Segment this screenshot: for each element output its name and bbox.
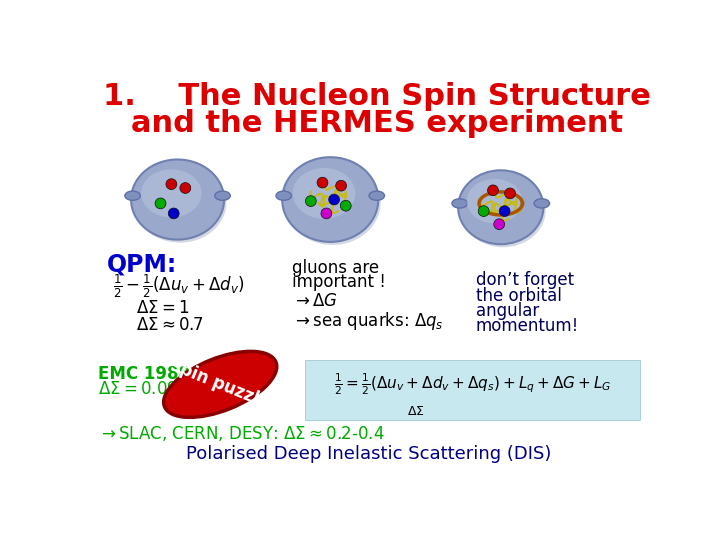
Ellipse shape — [276, 191, 292, 200]
Circle shape — [487, 185, 498, 195]
Ellipse shape — [467, 179, 522, 223]
Text: $\rightarrow$SLAC, CERN, DESY: $\Delta\Sigma \approx$0.2-0.4: $\rightarrow$SLAC, CERN, DESY: $\Delta\S… — [98, 424, 384, 443]
Circle shape — [505, 188, 516, 199]
Circle shape — [478, 206, 489, 217]
Text: EMC 1988:: EMC 1988: — [98, 365, 197, 383]
Text: gluons are: gluons are — [292, 259, 379, 277]
Ellipse shape — [293, 168, 355, 219]
Circle shape — [499, 206, 510, 217]
Text: $\frac{1}{2} - \frac{1}{2}(\Delta u_v + \Delta d_v)$: $\frac{1}{2} - \frac{1}{2}(\Delta u_v + … — [113, 273, 246, 300]
Text: $\rightarrow\Delta G$: $\rightarrow\Delta G$ — [292, 292, 338, 310]
Ellipse shape — [534, 199, 549, 208]
Circle shape — [317, 177, 328, 188]
Text: the orbital: the orbital — [476, 287, 562, 305]
Text: $\Delta\Sigma$: $\Delta\Sigma$ — [407, 405, 424, 418]
Text: spin puzzle: spin puzzle — [168, 356, 272, 413]
Circle shape — [341, 200, 351, 211]
Ellipse shape — [131, 159, 224, 240]
FancyBboxPatch shape — [305, 360, 640, 420]
Ellipse shape — [215, 191, 230, 200]
Ellipse shape — [458, 170, 544, 244]
Text: don’t forget: don’t forget — [476, 271, 574, 289]
Text: $\rightarrow$sea quarks: $\Delta q_s$: $\rightarrow$sea quarks: $\Delta q_s$ — [292, 309, 444, 332]
Text: QPM:: QPM: — [107, 253, 177, 276]
Circle shape — [321, 208, 332, 219]
Ellipse shape — [163, 352, 276, 417]
Ellipse shape — [141, 170, 202, 218]
Circle shape — [155, 198, 166, 209]
Ellipse shape — [284, 160, 381, 245]
Text: important !: important ! — [292, 273, 385, 291]
Circle shape — [305, 195, 316, 206]
Ellipse shape — [452, 199, 467, 208]
Text: angular: angular — [476, 302, 539, 320]
Ellipse shape — [461, 173, 546, 247]
Circle shape — [494, 219, 505, 230]
Text: $\Delta\Sigma = 0.094\pm0.138$: $\Delta\Sigma = 0.094\pm0.138$ — [98, 381, 256, 399]
Ellipse shape — [369, 191, 384, 200]
Circle shape — [168, 208, 179, 219]
Text: 1.    The Nucleon Spin Structure: 1. The Nucleon Spin Structure — [103, 82, 651, 111]
Text: Polarised Deep Inelastic Scattering (DIS): Polarised Deep Inelastic Scattering (DIS… — [186, 445, 552, 463]
Ellipse shape — [125, 191, 140, 200]
Circle shape — [329, 194, 340, 205]
Text: and the HERMES experiment: and the HERMES experiment — [131, 110, 623, 138]
Circle shape — [336, 180, 346, 191]
Text: $\frac{1}{2} = \frac{1}{2}(\Delta u_v + \Delta d_v + \Delta q_s) + L_q + \Delta : $\frac{1}{2} = \frac{1}{2}(\Delta u_v + … — [334, 372, 612, 397]
Circle shape — [166, 179, 177, 190]
Text: $\Delta\Sigma = 1$: $\Delta\Sigma = 1$ — [137, 300, 190, 316]
Ellipse shape — [133, 163, 226, 242]
Ellipse shape — [282, 157, 378, 242]
Circle shape — [180, 183, 191, 193]
Text: $\Delta\Sigma \approx 0.7$: $\Delta\Sigma \approx 0.7$ — [137, 318, 204, 334]
Text: momentum!: momentum! — [476, 318, 579, 335]
